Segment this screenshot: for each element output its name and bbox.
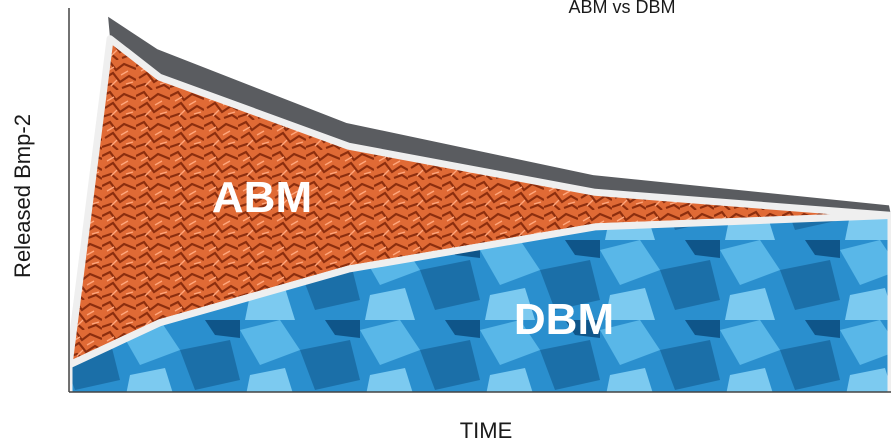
dbm-label: DBM — [514, 295, 614, 344]
abm-label: ABM — [212, 173, 312, 222]
x-axis-label: TIME — [460, 418, 513, 442]
dbm-area — [69, 211, 891, 392]
y-axis-label: Released Bmp-2 — [10, 114, 35, 278]
chart-title: ABM vs DBM — [568, 0, 675, 17]
